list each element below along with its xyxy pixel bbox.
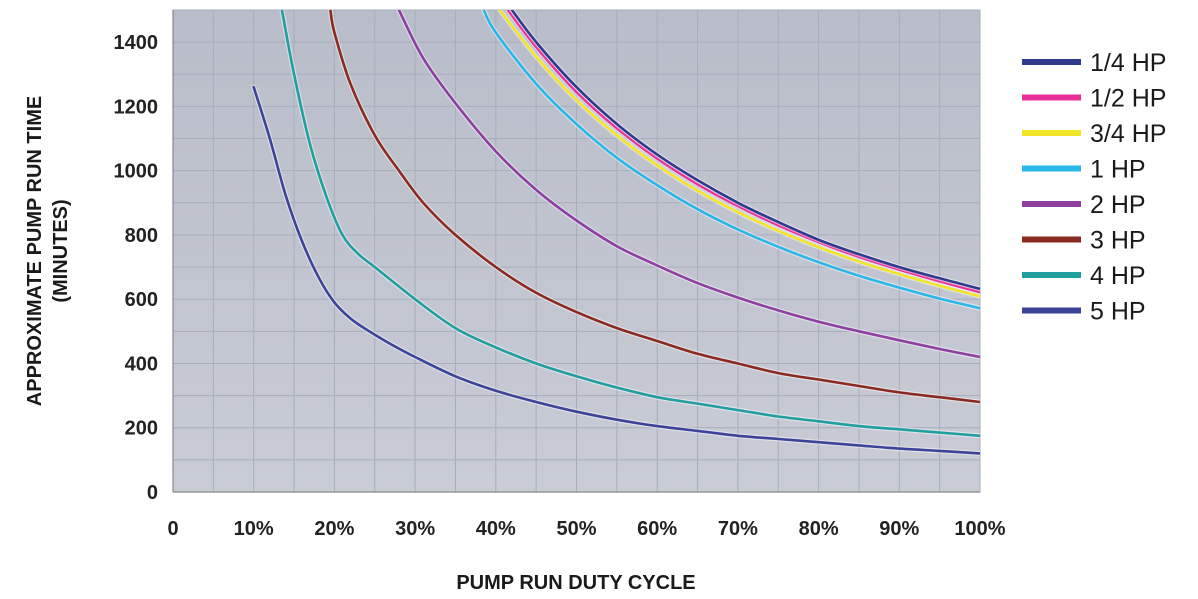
y-tick-label: 0: [147, 482, 158, 504]
x-tick-label: 30%: [395, 518, 435, 540]
x-tick-label: 60%: [637, 518, 677, 540]
y-tick-label: 600: [125, 289, 158, 311]
legend-label-1-hp: 1 HP: [1090, 156, 1146, 184]
legend-swatch-2-hp: [1022, 201, 1081, 207]
x-tick-label: 80%: [799, 518, 839, 540]
y-axis-title-units: (MINUTES): [50, 199, 72, 302]
x-tick-label: 40%: [476, 518, 516, 540]
legend-label-3-hp: 3 HP: [1090, 227, 1146, 255]
series-line-5-hp: [252, 85, 980, 455]
series-line-2-hp: [397, 10, 980, 359]
legend-swatch-5-hp: [1022, 307, 1081, 314]
y-tick-label: 1200: [114, 96, 159, 118]
y-tick-label: 1000: [114, 161, 159, 183]
legend-swatch-1-4-hp: [1022, 59, 1081, 65]
legend-label-3-4-hp: 3/4 HP: [1090, 120, 1166, 148]
legend-swatch-3-4-hp: [1022, 130, 1081, 136]
series-line-3-4-hp: [498, 10, 980, 298]
legend-swatch-4-hp: [1022, 272, 1081, 278]
series-line-1-hp: [482, 10, 980, 310]
x-axis-title: PUMP RUN DUTY CYCLE: [456, 572, 695, 594]
legend-swatch-1-2-hp: [1022, 94, 1081, 101]
x-tick-label: 70%: [718, 518, 758, 540]
legend-label-5-hp: 5 HP: [1090, 298, 1146, 326]
x-tick-label: 50%: [556, 518, 596, 540]
x-tick-label: 10%: [234, 518, 274, 540]
series-line-1-4-hp: [510, 10, 980, 291]
series-line-1-2-hp: [506, 10, 980, 294]
y-tick-label: 800: [125, 225, 158, 247]
series-line-3-hp: [329, 10, 980, 404]
x-tick-label: 20%: [314, 518, 354, 540]
y-tick-label: 1400: [114, 32, 159, 54]
y-tick-label: 400: [125, 353, 158, 375]
legend-label-2-hp: 2 HP: [1090, 191, 1146, 219]
x-tick-label: 100%: [954, 518, 1005, 540]
legend-label-1-2-hp: 1/2 HP: [1090, 85, 1166, 113]
series-line-4-hp: [280, 10, 980, 438]
legend-swatch-3-hp: [1022, 236, 1081, 243]
x-tick-label: 90%: [879, 518, 919, 540]
legend-swatch-1-hp: [1022, 165, 1081, 172]
x-tick-label: 0: [167, 518, 178, 540]
legend-label-1-4-hp: 1/4 HP: [1090, 49, 1166, 77]
y-axis-title: APPROXIMATE PUMP RUN TIME: [24, 96, 46, 406]
y-tick-label: 200: [125, 418, 158, 440]
legend-label-4-hp: 4 HP: [1090, 262, 1146, 290]
